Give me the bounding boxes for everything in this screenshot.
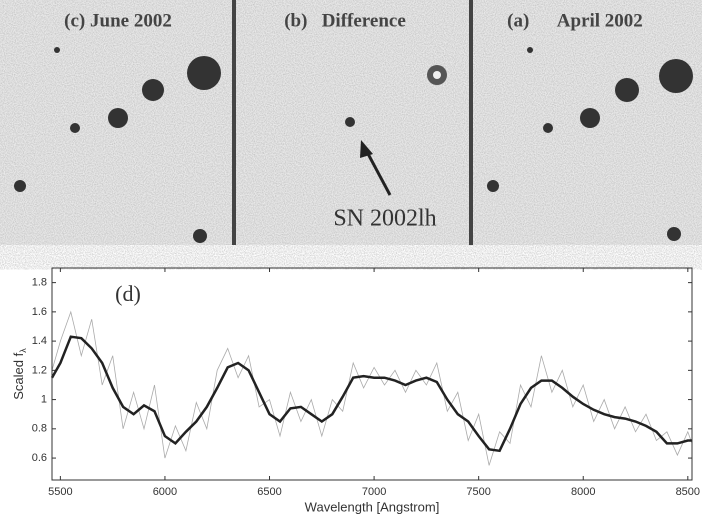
x-tick-label: 8500 [676, 486, 700, 498]
y-tick-label: 1 [41, 393, 47, 405]
y-tick-label: 0.6 [32, 452, 47, 464]
panel-label: (c) June 2002 [64, 10, 172, 31]
y-tick-label: 1.4 [32, 335, 47, 347]
x-tick-label: 6500 [257, 486, 281, 498]
x-tick-label: 7500 [466, 486, 490, 498]
spectrum-line [50, 335, 692, 453]
y-axis-label-text: Scaled f [11, 352, 26, 399]
stars [14, 47, 693, 243]
y-axis-label-subscript: λ [18, 348, 28, 353]
x-tick-label: 7000 [362, 486, 386, 498]
plot-frame [51, 267, 693, 481]
panel-label: (b) Difference [284, 10, 406, 31]
arrow [364, 149, 392, 196]
image-panels: (c) June 2002 (b) Difference (a) April 2… [0, 0, 702, 245]
x-tick-label: 5500 [48, 486, 72, 498]
panel-label: (d) [115, 281, 141, 306]
x-tick-label: 8000 [571, 486, 595, 498]
panel-label: (a) April 2002 [507, 10, 643, 31]
x-tick-label: 6000 [153, 486, 177, 498]
y-tick-label: 0.8 [32, 423, 47, 435]
y-tick-label: 1.6 [32, 306, 47, 318]
spectrum-line [51, 310, 693, 466]
panel-divider [232, 0, 236, 245]
arrow-head [360, 140, 373, 158]
y-axis-label: Scaled fλ [11, 348, 28, 400]
supernova-label: SN 2002lh [333, 206, 436, 232]
y-tick-label: 1.8 [32, 277, 47, 289]
y-tick-label: 1.2 [32, 364, 47, 376]
x-axis-label: Wavelength [Angstrom] [305, 499, 440, 514]
panel-divider [469, 0, 473, 245]
spectrum-chart: 5500 6000 6500 7000 7500 8000 8500 0.6 0.8 1 1.2 1.… [11, 267, 700, 514]
